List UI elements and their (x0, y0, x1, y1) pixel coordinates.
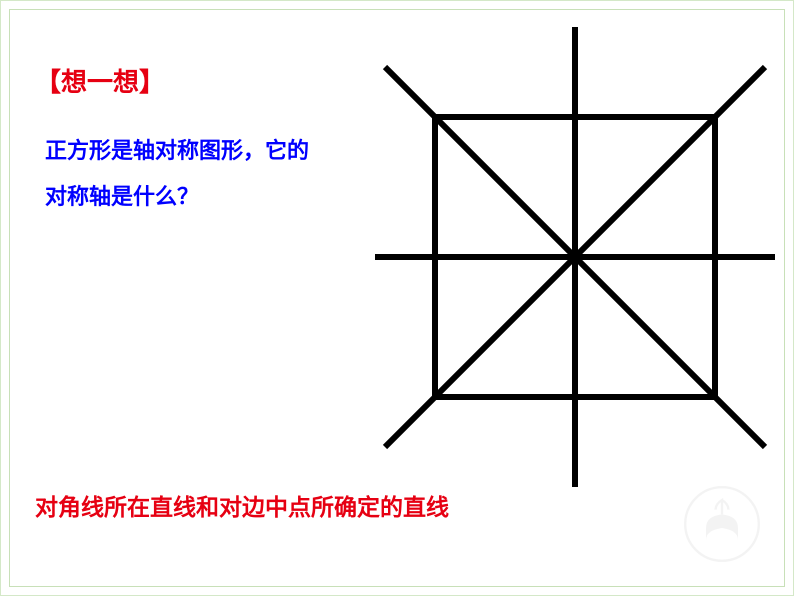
heading-think: 【想一想】 (35, 62, 165, 99)
answer-text: 对角线所在直线和对边中点所确定的直线 (35, 488, 449, 522)
watermark-icon (682, 484, 762, 564)
question-line-1: 正方形是轴对称图形，它的 (45, 128, 345, 174)
question-text: 正方形是轴对称图形，它的 对称轴是什么？ (45, 128, 345, 220)
symmetry-diagram (350, 22, 780, 492)
slide-frame: 【想一想】 正方形是轴对称图形，它的 对称轴是什么？ 对角线所在直线和对边中点所… (9, 9, 785, 587)
question-line-2: 对称轴是什么？ (45, 174, 345, 220)
